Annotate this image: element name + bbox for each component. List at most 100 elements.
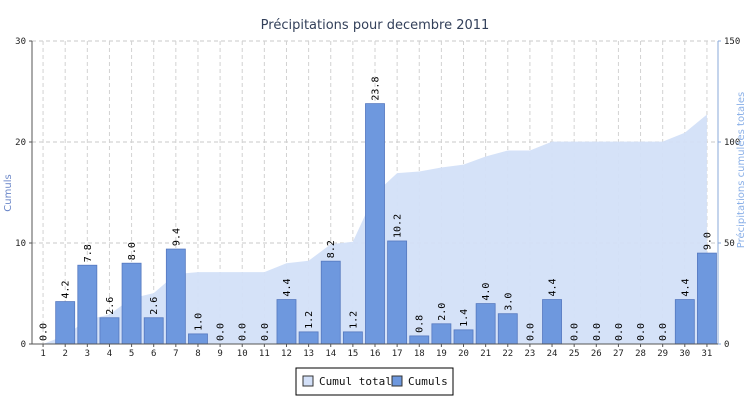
bar-value-label: 1.2 bbox=[304, 311, 315, 329]
y-tick-label: 10 bbox=[15, 239, 26, 249]
bar bbox=[165, 248, 186, 345]
x-tick-label: 2 bbox=[62, 349, 67, 359]
bar-value-label: 8.2 bbox=[326, 240, 337, 258]
bar-value-label: 0.0 bbox=[238, 323, 249, 341]
bar-value-label: 0.0 bbox=[614, 323, 625, 341]
bar-value-label: 0.0 bbox=[658, 323, 669, 341]
x-tick-label: 24 bbox=[547, 349, 558, 359]
bar bbox=[674, 299, 695, 345]
bar-value-label: 4.4 bbox=[548, 278, 559, 296]
x-tick-label: 14 bbox=[325, 349, 336, 359]
legend: Cumul total Cumuls bbox=[295, 367, 454, 396]
bar bbox=[55, 301, 76, 345]
bar bbox=[121, 262, 142, 345]
x-tick-label: 18 bbox=[414, 349, 425, 359]
bar bbox=[453, 329, 474, 345]
y-tick-label: 20 bbox=[15, 138, 26, 148]
bar-value-label: 1.4 bbox=[459, 309, 470, 327]
bar-value-label: 9.4 bbox=[171, 228, 182, 246]
bar bbox=[320, 260, 341, 345]
x-tick-label: 25 bbox=[569, 349, 580, 359]
bar-value-label: 0.0 bbox=[592, 323, 603, 341]
x-tick-label: 20 bbox=[458, 349, 469, 359]
x-tick-label: 11 bbox=[259, 349, 270, 359]
x-tick-label: 4 bbox=[107, 349, 112, 359]
x-tick-label: 8 bbox=[195, 349, 200, 359]
bar-value-label: 2.0 bbox=[437, 303, 448, 321]
bar bbox=[276, 299, 297, 345]
bar bbox=[431, 323, 452, 345]
bar bbox=[99, 317, 120, 345]
x-tick-label: 5 bbox=[129, 349, 134, 359]
x-tick-label: 13 bbox=[303, 349, 314, 359]
y2-tick-label: 0 bbox=[724, 340, 729, 350]
bar-value-label: 4.2 bbox=[61, 281, 72, 299]
x-tick-label: 6 bbox=[151, 349, 156, 359]
y2-tick-label: 100 bbox=[724, 138, 740, 148]
legend-label-cumuls: Cumuls bbox=[408, 375, 448, 388]
x-tick-label: 29 bbox=[657, 349, 668, 359]
bar-value-label: 0.0 bbox=[636, 323, 647, 341]
x-tick-label: 28 bbox=[635, 349, 646, 359]
bar-value-label: 9.0 bbox=[702, 232, 713, 250]
bar-value-label: 7.8 bbox=[83, 244, 94, 262]
bar bbox=[497, 313, 518, 345]
bar-value-label: 0.8 bbox=[415, 315, 426, 333]
y2-axis-label: Précipitations cumulées totales bbox=[735, 92, 747, 249]
x-tick-label: 27 bbox=[613, 349, 624, 359]
plot-area: 0.0 4.2 7.8 2.6 8.0 2.6 9.4 1.0 0.0 0.0 0.0 4.4 1.2 8… bbox=[15, 37, 740, 359]
y-tick-label: 0 bbox=[21, 340, 26, 350]
bar-value-label: 3.0 bbox=[503, 293, 514, 311]
x-tick-label: 31 bbox=[702, 349, 713, 359]
bar bbox=[298, 331, 319, 345]
x-tick-label: 21 bbox=[480, 349, 491, 359]
bar-value-label: 1.0 bbox=[193, 313, 204, 331]
x-tick-label: 26 bbox=[591, 349, 602, 359]
bar-value-label: 10.2 bbox=[393, 214, 404, 238]
bar bbox=[365, 103, 385, 345]
bar bbox=[342, 331, 363, 345]
legend-swatch-cumuls bbox=[391, 375, 403, 387]
bar bbox=[542, 299, 562, 345]
legend-box bbox=[295, 367, 454, 396]
bar bbox=[697, 252, 717, 345]
x-tick-label: 16 bbox=[370, 349, 381, 359]
bar bbox=[77, 264, 98, 345]
x-tick-label: 15 bbox=[347, 349, 358, 359]
legend-label-cumul-total: Cumul total bbox=[319, 375, 392, 388]
y2-tick-label: 150 bbox=[724, 37, 740, 47]
chart-title: Précipitations pour decembre 2011 bbox=[261, 18, 490, 33]
bar-value-label: 0.0 bbox=[39, 323, 50, 341]
bar-value-label: 8.0 bbox=[127, 242, 138, 260]
x-tick-label: 10 bbox=[237, 349, 248, 359]
bar-value-label: 1.2 bbox=[348, 311, 359, 329]
x-tick-label: 7 bbox=[173, 349, 178, 359]
bar-value-label: 4.0 bbox=[481, 283, 492, 301]
x-tick-label: 23 bbox=[524, 349, 535, 359]
bar bbox=[387, 240, 408, 345]
x-tick-label: 9 bbox=[217, 349, 222, 359]
bar-value-label: 0.0 bbox=[216, 323, 227, 341]
bar bbox=[409, 335, 430, 345]
y-axis-label: Cumuls bbox=[3, 174, 14, 211]
x-tick-label: 30 bbox=[679, 349, 690, 359]
bar bbox=[143, 317, 164, 345]
bar-value-label: 23.8 bbox=[371, 77, 382, 101]
bar bbox=[475, 303, 496, 345]
x-tick-label: 1 bbox=[40, 349, 45, 359]
bar-value-label: 4.4 bbox=[680, 278, 691, 296]
x-tick-label: 22 bbox=[502, 349, 513, 359]
y-tick-label: 30 bbox=[15, 37, 26, 47]
x-tick-label: 12 bbox=[281, 349, 292, 359]
bar-value-label: 4.4 bbox=[282, 278, 293, 296]
x-tick-label: 19 bbox=[436, 349, 447, 359]
bar-value-label: 0.0 bbox=[525, 323, 536, 341]
y2-tick-label: 50 bbox=[724, 239, 735, 249]
bar-value-label: 2.6 bbox=[105, 297, 116, 315]
x-tick-label: 3 bbox=[85, 349, 90, 359]
bar bbox=[188, 333, 208, 345]
bar-value-label: 0.0 bbox=[570, 323, 581, 341]
legend-swatch-cumul-total bbox=[302, 375, 314, 387]
bar-value-label: 2.6 bbox=[149, 297, 160, 315]
